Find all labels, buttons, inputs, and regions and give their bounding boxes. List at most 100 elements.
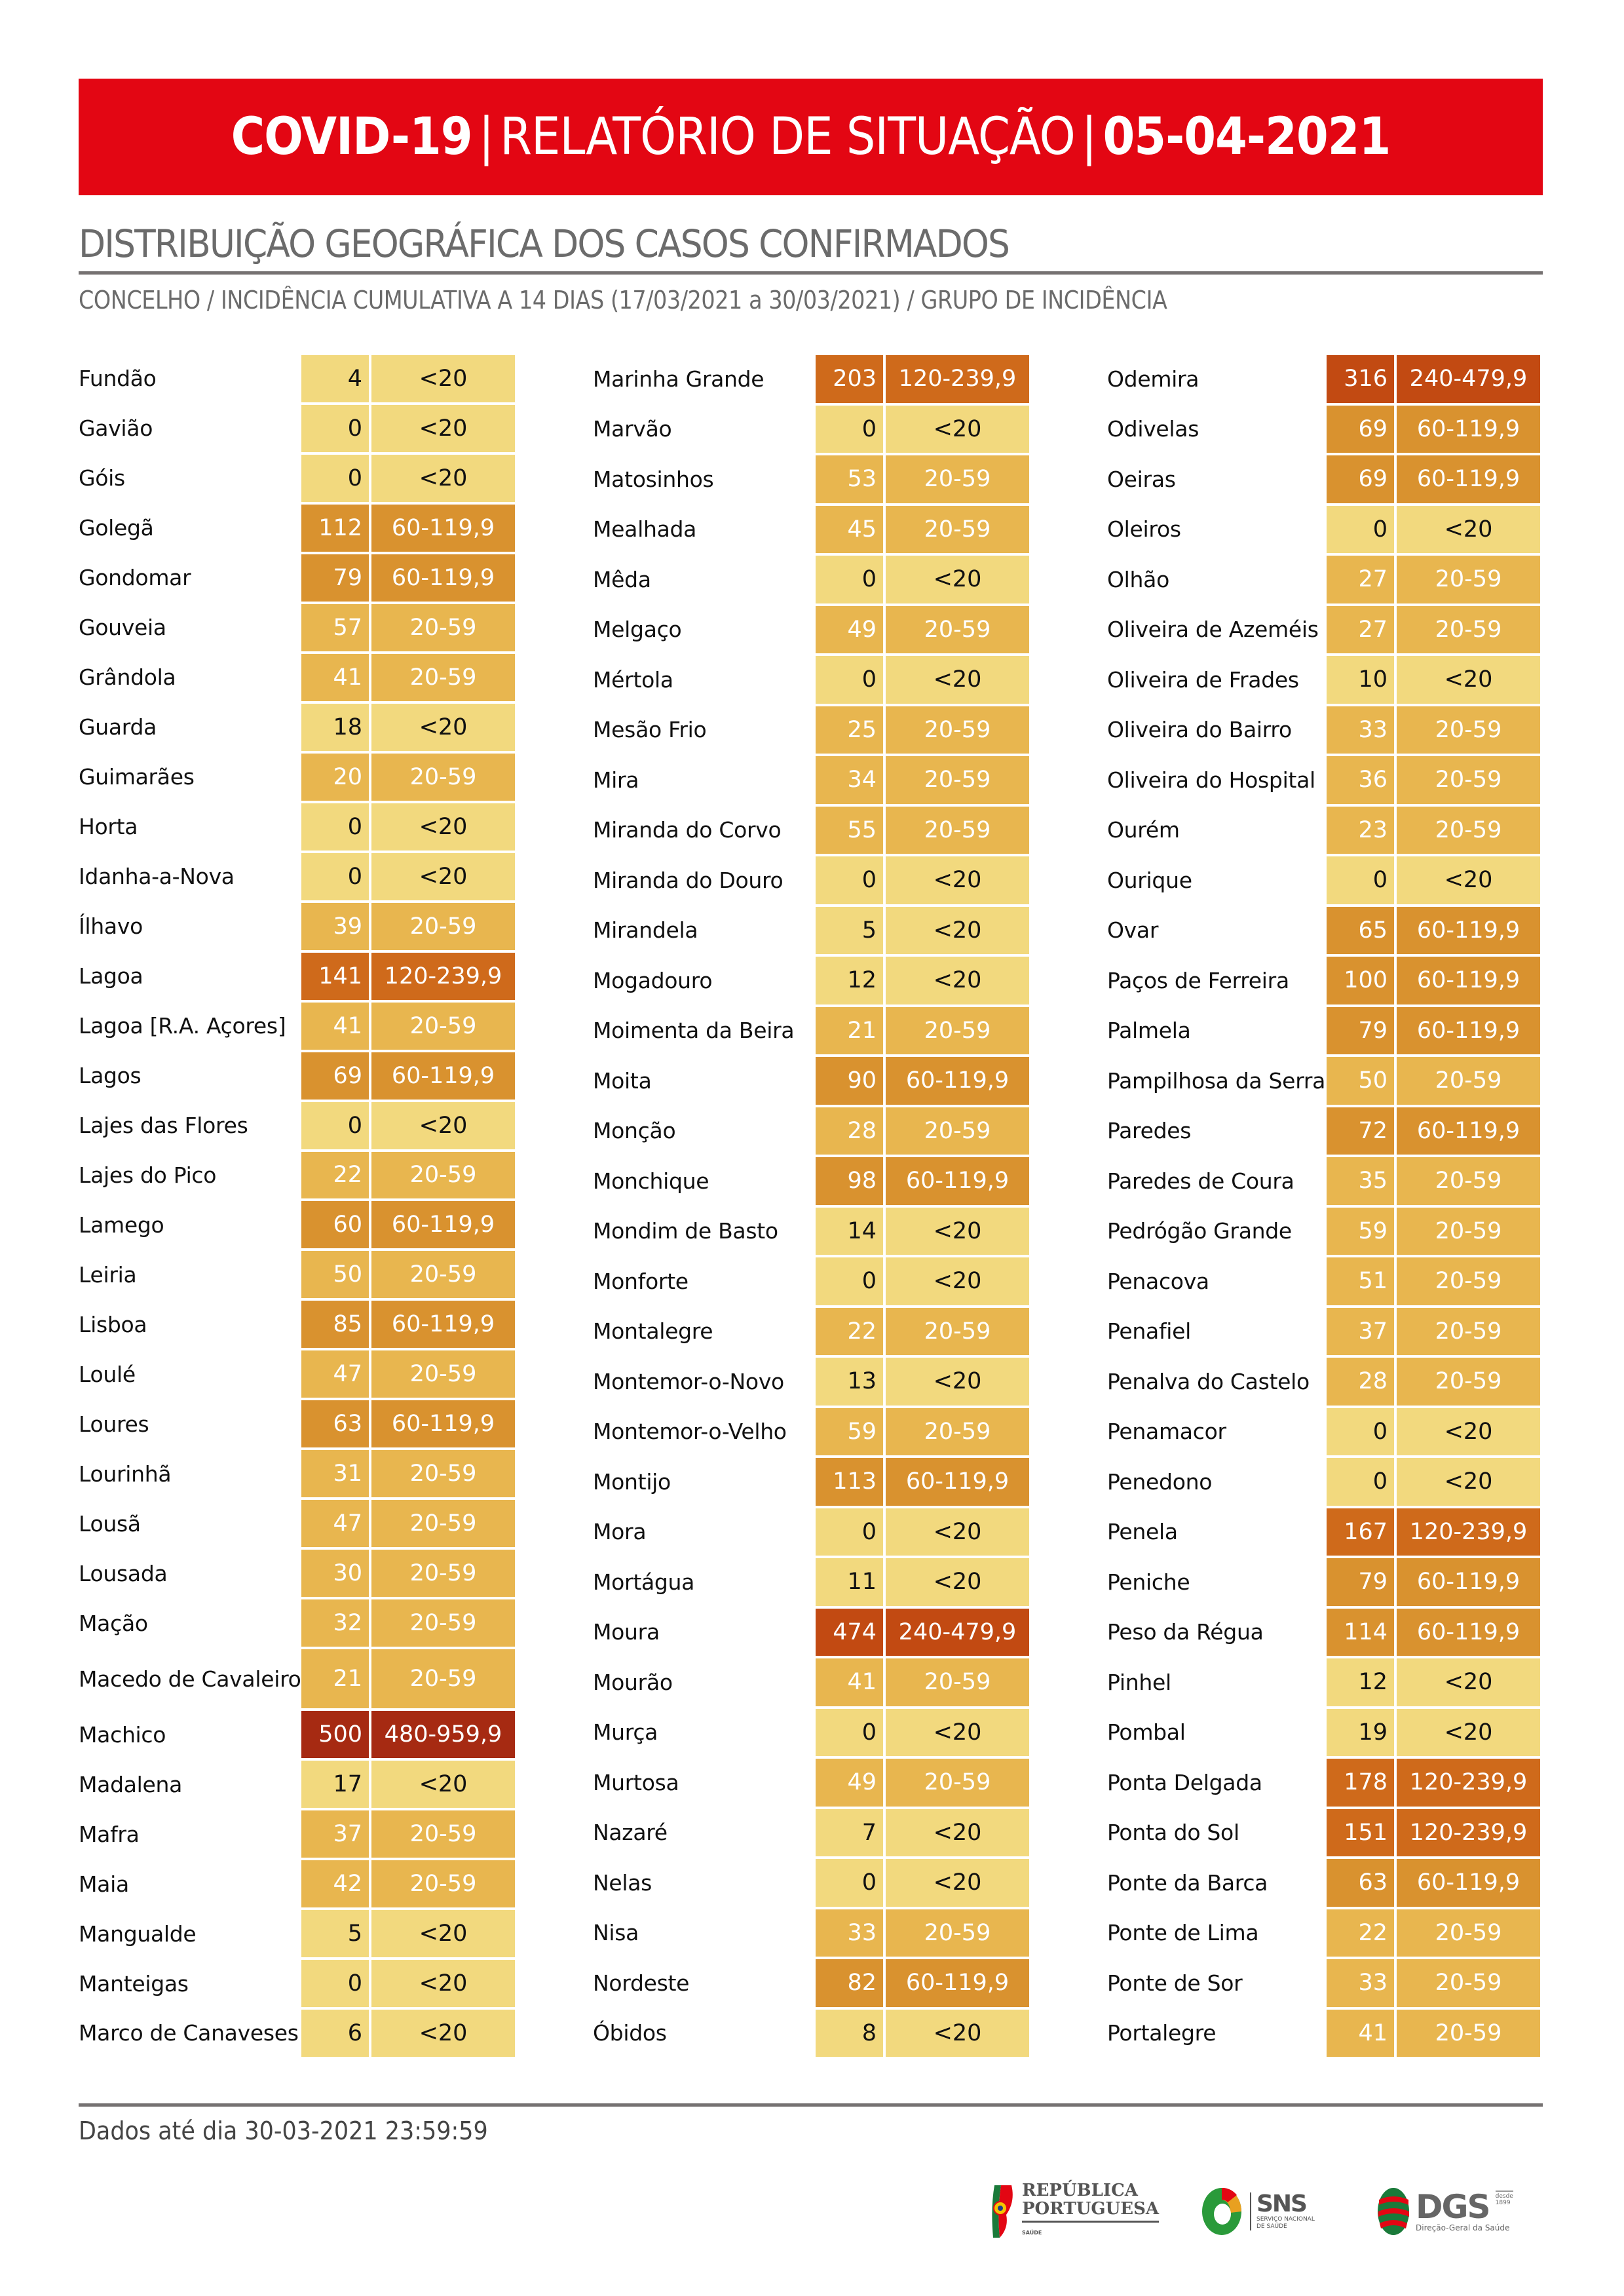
incidence-value: 11 [816,1558,883,1606]
incidence-value: 0 [301,1101,369,1149]
municipality-name: Ponta Delgada [1107,1769,1262,1795]
municipality-row: Mafra 37 20-59 [79,1809,515,1859]
incidence-value: 37 [301,1810,369,1858]
municipality-row: Pinhel 12 <20 [1107,1657,1540,1708]
incidence-value: 22 [816,1307,883,1355]
incidence-value: 18 [301,703,369,751]
municipality-row: Odivelas 69 60-119,9 [1107,404,1540,455]
report-title: COVID-19 | RELATÓRIO DE SITUAÇÃO | 05-04-202… [231,107,1391,166]
municipality-name: Ponte de Lima [1107,1920,1259,1946]
incidence-value: 0 [816,1257,883,1305]
sns-line1: SERVIÇO NACIONAL [1256,2216,1315,2223]
municipality-row: Miranda do Douro 0 <20 [593,855,1029,906]
municipality-name: Oliveira de Frades [1107,666,1299,693]
municipality-row: Mortágua 11 <20 [593,1557,1029,1607]
incidence-value: 8 [816,2009,883,2057]
incidence-group: 240-479,9 [886,1608,1029,1656]
municipality-row: Olhão 27 20-59 [1107,554,1540,605]
incidence-group: 60-119,9 [886,1157,1029,1205]
municipality-row: Mondim de Basto 14 <20 [593,1206,1029,1257]
incidence-value: 49 [816,1759,883,1807]
incidence-value: 28 [1327,1358,1394,1406]
municipality-name: Miranda do Douro [593,867,784,893]
municipality-name: Pinhel [1107,1669,1171,1695]
municipality-row: Machico 500 480-959,9 [79,1710,515,1759]
municipality-row: Paços de Ferreira 100 60-119,9 [1107,955,1540,1006]
municipality-name: Nisa [593,1920,639,1946]
municipality-row: Grândola 41 20-59 [79,653,515,702]
municipality-name: Lousã [79,1510,141,1537]
municipality-row: Ílhavo 39 20-59 [79,902,515,951]
municipality-row: Lousada 30 20-59 [79,1548,515,1598]
incidence-group: 60-119,9 [1397,1558,1540,1606]
municipality-row: Mealhada 45 20-59 [593,505,1029,555]
municipality-name: Horta [79,814,138,840]
municipality-name: Mourão [593,1669,673,1695]
incidence-value: 41 [1327,2009,1394,2057]
incidence-group: <20 [886,1708,1029,1756]
municipality-row: Nelas 0 <20 [593,1858,1029,1908]
municipality-name: Marvão [593,416,672,442]
municipality-row: Lajes do Pico 22 20-59 [79,1151,515,1200]
incidence-value: 37 [1327,1307,1394,1355]
sns-ring-icon [1202,2187,1241,2235]
municipality-name: Guimarães [79,764,195,790]
section-subtitle: CONCELHO / INCIDÊNCIA CUMULATIVA A 14 DI… [79,286,1167,315]
incidence-value: 13 [816,1358,883,1406]
municipality-row: Oliveira de Azeméis 27 20-59 [1107,605,1540,655]
incidence-group: 20-59 [1397,1057,1540,1105]
municipality-row: Lagoa 141 120-239,9 [79,951,515,1001]
incidence-group: <20 [886,405,1029,453]
incidence-value: 79 [301,554,369,602]
municipality-row: Mogadouro 12 <20 [593,955,1029,1006]
municipality-name: Miranda do Corvo [593,817,782,843]
municipality-row: Montemor-o-Novo 13 <20 [593,1356,1029,1407]
incidence-group: 20-59 [371,1002,515,1050]
municipality-row: Lajes das Flores 0 <20 [79,1101,515,1151]
incidence-value: 0 [816,856,883,904]
incidence-value: 32 [301,1599,369,1647]
municipality-name: Lamego [79,1212,164,1238]
incidence-value: 6 [301,2010,369,2057]
incidence-value: 85 [301,1301,369,1349]
incidence-value: 17 [301,1761,369,1808]
dgs-fullname: Direção-Geral da Saúde [1416,2223,1510,2232]
municipality-row: Oleiros 0 <20 [1107,505,1540,555]
municipality-row: Oeiras 69 60-119,9 [1107,454,1540,505]
municipality-row: Ponte de Lima 22 20-59 [1107,1908,1540,1959]
municipality-name: Penalva do Castelo [1107,1368,1310,1394]
municipality-name: Ponta do Sol [1107,1820,1239,1846]
municipality-row: Pombal 19 <20 [1107,1708,1540,1758]
incidence-value: 141 [301,952,369,1000]
municipality-row: Miranda do Corvo 55 20-59 [593,805,1029,856]
incidence-value: 500 [301,1711,369,1759]
incidence-value: 31 [301,1450,369,1498]
incidence-value: 5 [816,906,883,954]
municipality-row: Lagos 69 60-119,9 [79,1051,515,1101]
municipality-name: Pampilhosa da Serra [1107,1067,1326,1094]
municipality-row: Matosinhos 53 20-59 [593,454,1029,505]
incidence-value: 22 [1327,1909,1394,1957]
incidence-group: 20-59 [1397,706,1540,754]
sns-line2: DE SAÚDE [1256,2223,1287,2230]
incidence-group: <20 [371,1960,515,2007]
incidence-group: 20-59 [371,1860,515,1908]
incidence-group: 60-119,9 [1397,405,1540,453]
incidence-value: 0 [301,1960,369,2007]
incidence-group: 120-239,9 [1397,1508,1540,1556]
municipality-row: Ourém 23 20-59 [1107,805,1540,856]
incidence-group: 20-59 [371,1649,515,1709]
incidence-group: <20 [886,1808,1029,1856]
municipality-name: Macedo de Cavaleiros [79,1666,312,1692]
incidence-value: 45 [816,505,883,553]
incidence-group: <20 [886,2009,1029,2057]
municipality-row: Mirandela 5 <20 [593,906,1029,956]
incidence-group: 120-239,9 [886,355,1029,403]
incidence-value: 22 [301,1151,369,1199]
municipality-row: Lamego 60 60-119,9 [79,1200,515,1250]
incidence-value: 36 [1327,756,1394,804]
municipality-name: Loulé [79,1361,136,1387]
municipality-row: Monforte 0 <20 [593,1256,1029,1307]
data-cutoff-note: Dados até dia 30-03-2021 23:59:59 [79,2116,488,2145]
incidence-group: 20-59 [1397,1959,1540,2007]
